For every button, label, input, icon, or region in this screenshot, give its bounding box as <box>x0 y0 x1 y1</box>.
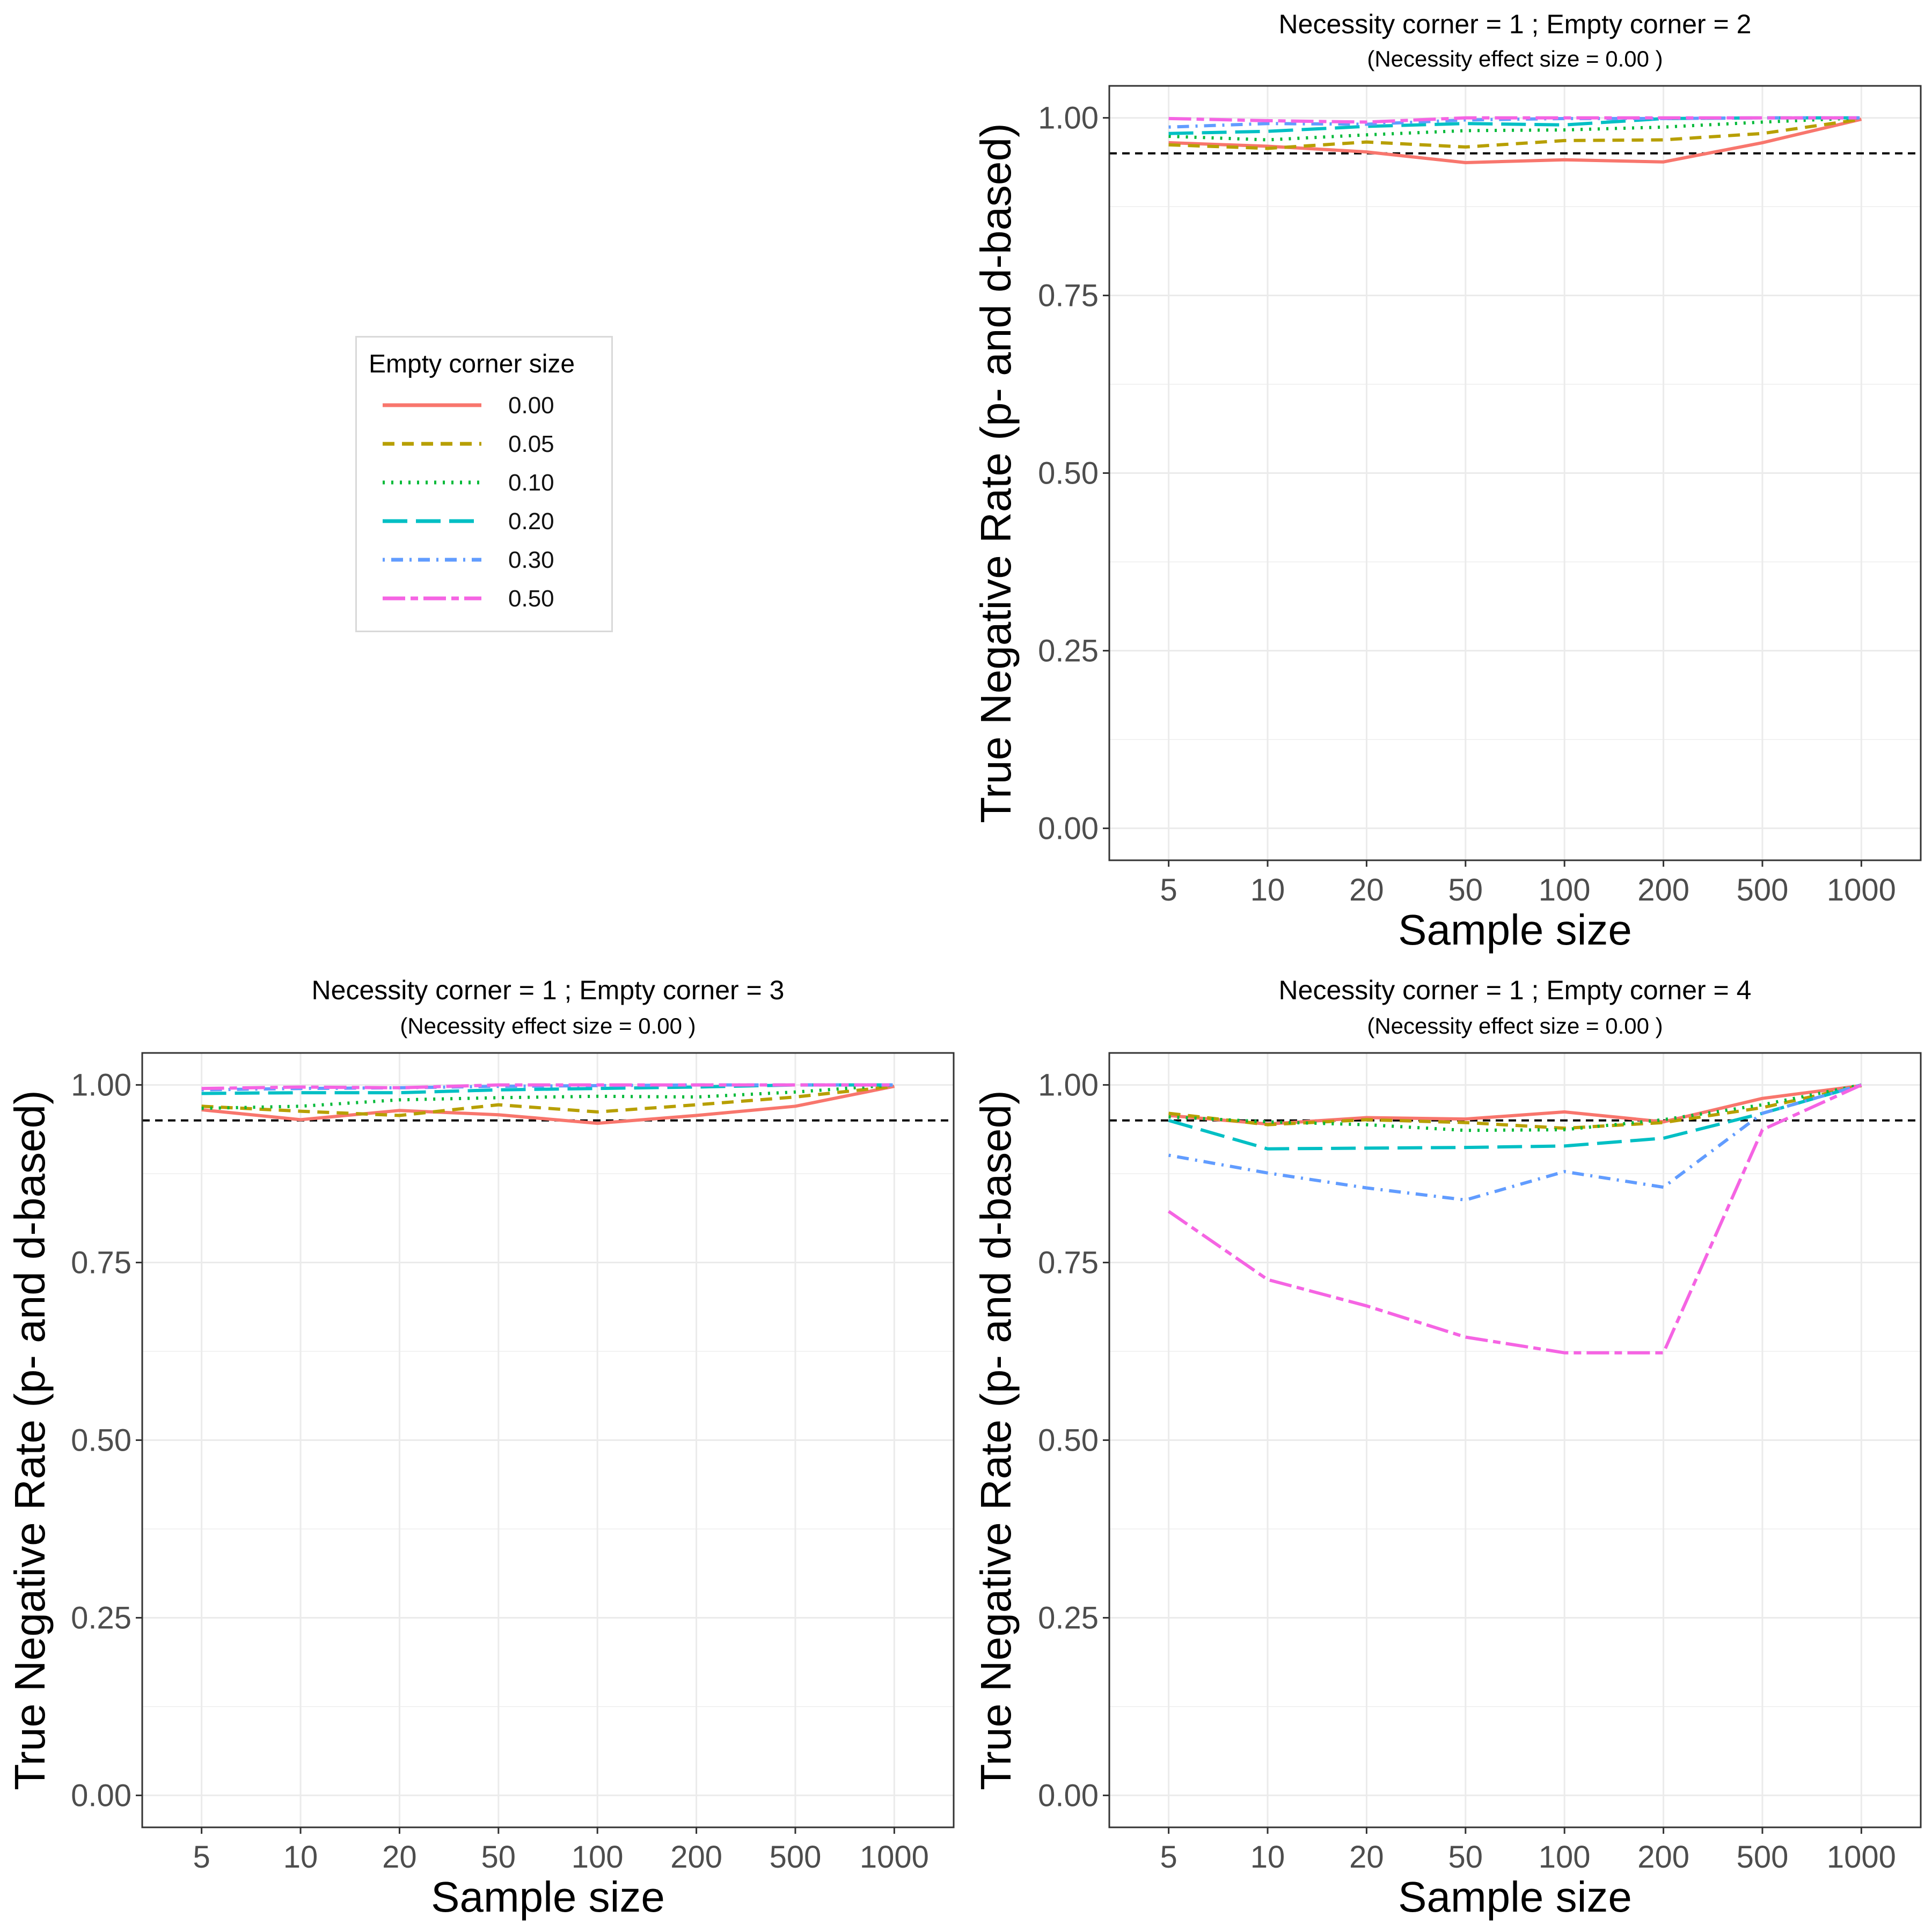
x-tick-label: 20 <box>1349 873 1384 908</box>
series-line-0-00 <box>1168 1084 1862 1126</box>
y-tick-label: 0.75 <box>1038 279 1099 313</box>
legend-key <box>383 403 481 407</box>
x-tick-label: 50 <box>1448 1840 1483 1875</box>
x-tick-label: 100 <box>1539 1840 1591 1875</box>
x-tick-label: 1000 <box>1827 1840 1896 1875</box>
legend-key <box>383 480 481 485</box>
panel-empty-corner-3: 0.00 0.25 0.50 0.75 1.00 5 10 20 50 100 200 500 1000… <box>6 975 955 1921</box>
x-tick-label: 200 <box>670 1840 722 1875</box>
y-axis-label: True Negative Rate (p- and d-based) <box>972 1090 1020 1790</box>
y-tick-label: 0.25 <box>1038 1600 1099 1635</box>
panel-subtitle: (Necessity effect size = 0.00 ) <box>1367 1013 1663 1038</box>
x-axis-label: Sample size <box>1398 906 1632 954</box>
y-tick-label: 0.75 <box>1038 1246 1099 1280</box>
x-tick-label: 500 <box>770 1840 822 1875</box>
legend-item: 0.00 <box>357 386 611 425</box>
series-line-0-00 <box>201 1085 895 1125</box>
y-axis-label: True Negative Rate (p- and d-based) <box>972 123 1020 823</box>
series-line-0-50 <box>201 1083 895 1091</box>
panel-title: Necessity corner = 1 ; Empty corner = 4 <box>1279 975 1752 1005</box>
x-tick-label: 1000 <box>1827 873 1896 908</box>
y-axis-label: True Negative Rate (p- and d-based) <box>6 1090 54 1790</box>
y-tick-label: 0.00 <box>1038 811 1099 846</box>
legend-item-label: 0.10 <box>508 470 554 496</box>
series-line-0-30 <box>1168 1083 1862 1202</box>
series-line-0-50 <box>1167 1083 1862 1355</box>
legend-title: Empty corner size <box>369 350 575 378</box>
x-tick-label: 100 <box>572 1840 624 1875</box>
y-tick-label: 0.00 <box>71 1778 131 1813</box>
x-tick-label: 500 <box>1737 1840 1789 1875</box>
gridlines <box>142 1053 954 1827</box>
legend-item: 0.20 <box>357 502 611 540</box>
x-tick-label: 500 <box>1737 873 1789 908</box>
x-tick-label: 10 <box>1250 1840 1285 1875</box>
legend-item-label: 0.30 <box>508 547 554 573</box>
panel-subtitle: (Necessity effect size = 0.00 ) <box>1367 46 1663 71</box>
y-tick-label: 1.00 <box>1038 101 1099 136</box>
series-line-0-50 <box>1168 116 1862 124</box>
y-tick-label: 1.00 <box>71 1068 131 1103</box>
legend-key <box>383 558 481 562</box>
y-tick-label: 0.75 <box>71 1246 131 1280</box>
y-tick-label: 0.50 <box>71 1423 131 1458</box>
series-line-0-05 <box>1168 1084 1862 1130</box>
legend-item-label: 0.20 <box>508 508 554 535</box>
x-tick-label: 10 <box>1250 873 1285 908</box>
legend-item: 0.05 <box>357 425 611 463</box>
x-tick-label: 20 <box>1349 1840 1384 1875</box>
legend-item-label: 0.00 <box>508 392 554 419</box>
y-tick-label: 1.00 <box>1038 1068 1099 1103</box>
y-tick-label: 0.25 <box>71 1600 131 1635</box>
x-tick-label: 20 <box>382 1840 417 1875</box>
x-tick-label: 50 <box>481 1840 516 1875</box>
legend: Empty corner size 0.00 0.05 0.10 0.20 0.30 0.… <box>355 336 613 632</box>
x-tick-label: 50 <box>1448 873 1483 908</box>
panel-empty-corner-2: 0.00 0.25 0.50 0.75 1.00 5 10 20 50 100 200 500 1000… <box>972 9 1922 954</box>
series-line-0-00 <box>1168 118 1862 164</box>
gridlines <box>1109 1053 1921 1827</box>
y-tick-label: 0.25 <box>1038 633 1099 668</box>
x-tick-label: 10 <box>283 1840 318 1875</box>
y-tick-label: 0.50 <box>1038 456 1099 491</box>
legend-key <box>383 442 481 446</box>
x-axis-label: Sample size <box>431 1873 665 1921</box>
gridlines <box>1109 86 1921 860</box>
legend-item: 0.50 <box>357 579 611 618</box>
panel-title: Necessity corner = 1 ; Empty corner = 2 <box>1279 9 1752 39</box>
x-tick-label: 5 <box>193 1840 210 1875</box>
legend-item-label: 0.50 <box>508 586 554 612</box>
series-line-0-20 <box>1168 1083 1862 1151</box>
x-tick-label: 1000 <box>860 1840 929 1875</box>
x-tick-label: 5 <box>1160 1840 1177 1875</box>
y-tick-label: 0.50 <box>1038 1423 1099 1458</box>
panel-subtitle: (Necessity effect size = 0.00 ) <box>400 1013 696 1038</box>
legend-key <box>383 519 481 523</box>
x-tick-label: 200 <box>1637 873 1689 908</box>
legend-item: 0.10 <box>357 463 611 502</box>
x-tick-label: 100 <box>1539 873 1591 908</box>
legend-item-label: 0.05 <box>508 431 554 457</box>
legend-key <box>383 596 481 601</box>
x-axis-label: Sample size <box>1398 1873 1632 1921</box>
x-tick-label: 200 <box>1637 1840 1689 1875</box>
legend-item: 0.30 <box>357 540 611 579</box>
y-tick-label: 0.00 <box>1038 1778 1099 1813</box>
panel-empty-corner-4: 0.00 0.25 0.50 0.75 1.00 5 10 20 50 100 200 500 1000… <box>972 975 1922 1921</box>
x-tick-label: 5 <box>1160 873 1177 908</box>
panel-title: Necessity corner = 1 ; Empty corner = 3 <box>312 975 785 1005</box>
